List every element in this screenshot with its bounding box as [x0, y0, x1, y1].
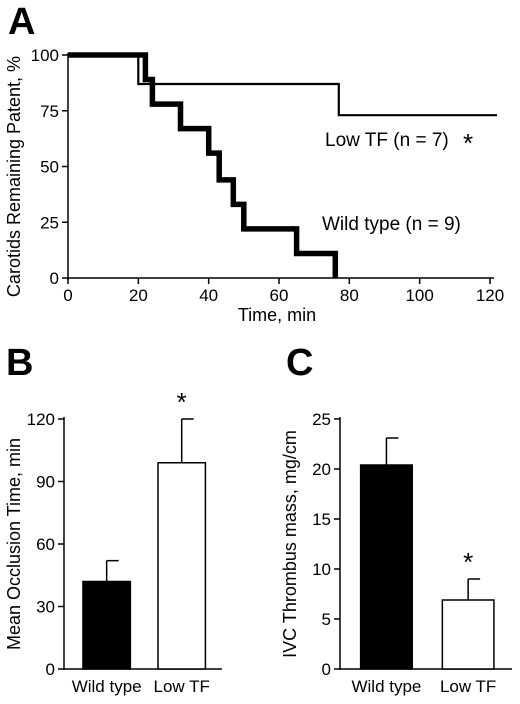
panel-c: C 0 5 10 15 20 25 IVC Thrombus mass, mg/cm Wild …	[280, 342, 512, 696]
y-tick-label-c: 15	[312, 510, 331, 529]
y-tick-label-b: 60	[36, 535, 55, 554]
category-label: Low TF	[440, 677, 496, 696]
category-label: Wild type	[351, 677, 421, 696]
y-tick-label-c: 20	[312, 460, 331, 479]
category-label: Low TF	[154, 677, 210, 696]
x-tick-label-a: 20	[129, 286, 148, 305]
y-axis-title-c: IVC Thrombus mass, mg/cm	[280, 430, 300, 658]
x-tick-label-a: 120	[476, 286, 504, 305]
panel-a: A 0 25 50 75 100 0 20 40 60 80 100 120 Time, min Carot…	[4, 1, 504, 325]
bar-low-tf	[157, 462, 207, 670]
x-tick-label-a: 60	[270, 286, 289, 305]
significance-marker: *	[463, 547, 473, 577]
bar-low-tf	[441, 599, 495, 670]
y-axis-title-b: Mean Occlusion Time, min	[4, 438, 24, 650]
series-marker-low-tf: *	[463, 128, 473, 158]
panel-letter-a: A	[8, 1, 35, 43]
x-axis-title-a: Time, min	[238, 305, 316, 325]
x-tick-label-a: 0	[63, 286, 72, 305]
series-line-low-tf	[68, 53, 497, 117]
y-tick-label-c: 5	[322, 610, 331, 629]
bar-wild-type	[359, 464, 413, 670]
panel-letter-b: B	[6, 342, 33, 384]
y-tick-label-a: 0	[50, 269, 59, 288]
panel-letter-c: C	[286, 342, 313, 384]
y-tick-label-b: 30	[36, 598, 55, 617]
x-tick-label-a: 100	[405, 286, 433, 305]
y-tick-label-a: 25	[40, 213, 59, 232]
series-label-low-tf: Low TF (n = 7)	[325, 130, 449, 151]
y-tick-label-b: 90	[36, 473, 55, 492]
category-label: Wild type	[72, 677, 142, 696]
y-tick-label-c: 0	[322, 660, 331, 679]
significance-marker: *	[177, 387, 187, 417]
y-tick-label-a: 100	[31, 46, 59, 65]
y-tick-label-a: 75	[40, 102, 59, 121]
series-line-wild-type	[68, 52, 339, 278]
x-tick-label-a: 40	[199, 286, 218, 305]
series-label-wild-type: Wild type (n = 9)	[322, 214, 461, 235]
bar-wild-type	[82, 580, 132, 670]
y-tick-label-c: 25	[312, 410, 331, 429]
y-axis-title-a: Carotids Remaining Patent, %	[4, 56, 24, 297]
y-tick-label-b: 0	[46, 660, 55, 679]
y-tick-label-c: 10	[312, 560, 331, 579]
y-tick-label-b: 120	[27, 410, 55, 429]
x-tick-label-a: 80	[340, 286, 359, 305]
y-tick-label-a: 50	[40, 158, 59, 177]
